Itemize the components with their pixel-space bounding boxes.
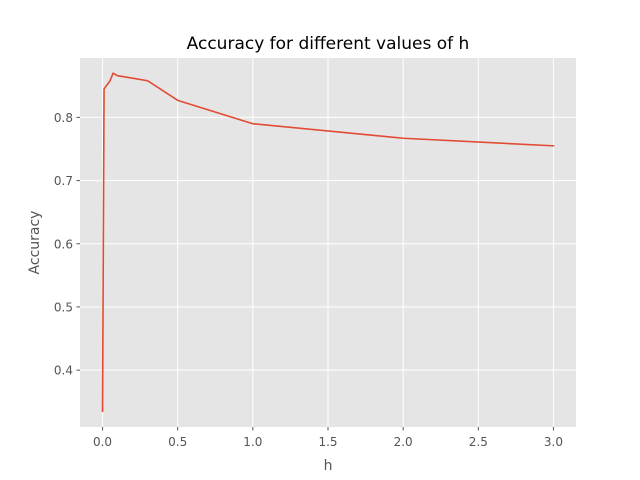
y-axis-ticks: 0.4 0.5 0.6 0.7 0.8 — [54, 111, 80, 378]
y-tick-label: 0.6 — [54, 237, 73, 251]
x-tick-label: 3.0 — [544, 435, 563, 449]
y-tick-label: 0.7 — [54, 174, 73, 188]
y-tick-label: 0.8 — [54, 111, 73, 125]
x-tick-label: 1.5 — [318, 435, 337, 449]
series-layer — [101, 72, 555, 413]
x-axis-label: h — [324, 458, 333, 474]
y-axis-label: Accuracy — [27, 211, 43, 275]
x-tick-label: 2.5 — [469, 435, 488, 449]
gridlines — [80, 58, 576, 427]
x-axis-ticks: 0.0 0.5 1.0 1.5 2.0 2.5 3.0 — [93, 427, 563, 449]
x-tick-label: 0.0 — [93, 435, 112, 449]
chart-title: Accuracy for different values of h — [187, 34, 470, 54]
x-tick-label: 1.0 — [243, 435, 262, 449]
x-tick-label: 2.0 — [394, 435, 413, 449]
series-line — [101, 72, 555, 413]
x-tick-label: 0.5 — [168, 435, 187, 449]
y-tick-label: 0.4 — [54, 364, 73, 378]
y-tick-label: 0.5 — [54, 300, 73, 314]
